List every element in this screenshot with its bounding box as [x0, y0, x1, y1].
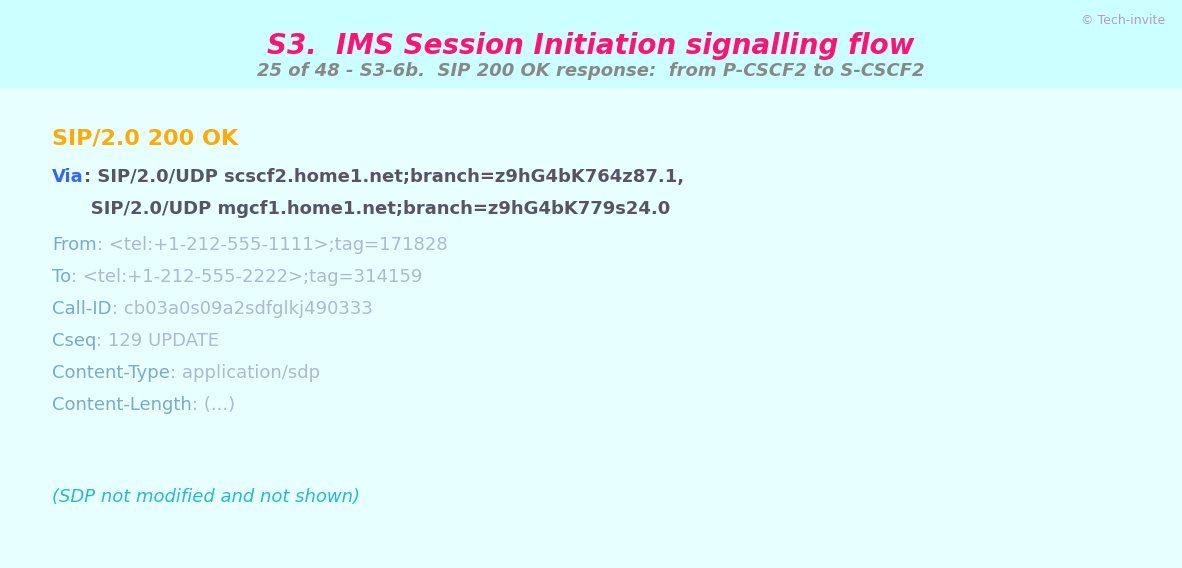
Text: : cb03a0s09a2sdfglkj490333: : cb03a0s09a2sdfglkj490333	[111, 300, 372, 318]
Text: : 129 UPDATE: : 129 UPDATE	[97, 332, 220, 350]
Text: 25 of 48 - S3-6b.  SIP 200 OK response:  from P-CSCF2 to S-CSCF2: 25 of 48 - S3-6b. SIP 200 OK response: f…	[258, 62, 924, 80]
Bar	[0, 0, 1182, 88]
Text: Cseq: Cseq	[52, 332, 97, 350]
Text: Call-ID: Call-ID	[52, 300, 111, 318]
Text: : application/sdp: : application/sdp	[170, 364, 320, 382]
Bar	[0, 88, 1182, 568]
Text: : SIP/2.0/UDP scscf2.home1.net;branch=z9hG4bK764z87.1,: : SIP/2.0/UDP scscf2.home1.net;branch=z9…	[84, 168, 683, 186]
Text: Content-Type: Content-Type	[52, 364, 170, 382]
Text: : <tel:+1-212-555-2222>;tag=314159: : <tel:+1-212-555-2222>;tag=314159	[71, 268, 422, 286]
Text: (SDP not modified and not shown): (SDP not modified and not shown)	[52, 488, 361, 506]
Text: Content-Length: Content-Length	[52, 396, 191, 414]
Text: : (...): : (...)	[191, 396, 235, 414]
Text: From: From	[52, 236, 97, 254]
Text: © Tech-invite: © Tech-invite	[1080, 14, 1165, 27]
Text: Via: Via	[52, 168, 84, 186]
Text: SIP/2.0 200 OK: SIP/2.0 200 OK	[52, 128, 238, 148]
Text: To: To	[52, 268, 71, 286]
Text: : <tel:+1-212-555-1111>;tag=171828: : <tel:+1-212-555-1111>;tag=171828	[97, 236, 447, 254]
Text: SIP/2.0/UDP mgcf1.home1.net;branch=z9hG4bK779s24.0: SIP/2.0/UDP mgcf1.home1.net;branch=z9hG4…	[72, 200, 670, 218]
Text: S3.  IMS Session Initiation signalling flow: S3. IMS Session Initiation signalling fl…	[267, 32, 915, 60]
